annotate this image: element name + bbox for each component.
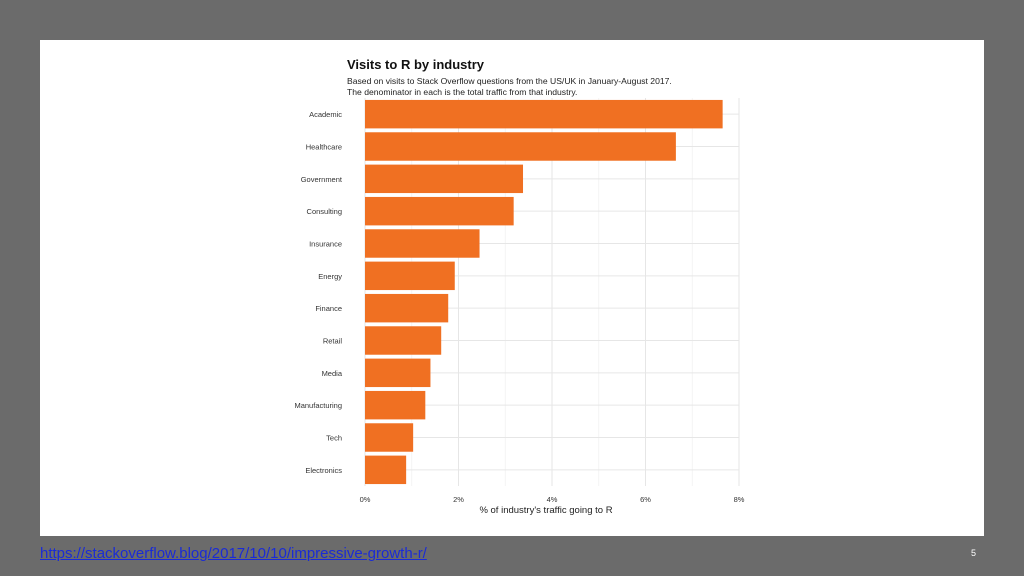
bar-retail <box>365 326 442 355</box>
chart-subtitle: Based on visits to Stack Overflow questi… <box>347 76 747 97</box>
category-label: Healthcare <box>306 143 342 152</box>
category-label: Academic <box>309 110 342 119</box>
category-label: Consulting <box>307 207 342 216</box>
category-label: Retail <box>323 337 343 346</box>
bar-insurance <box>365 229 480 258</box>
bar-finance <box>365 293 449 323</box>
chart-title: Visits to R by industry <box>347 57 485 72</box>
category-label: Tech <box>326 434 342 443</box>
category-label: Electronics <box>305 466 342 475</box>
bar-academic <box>365 99 723 129</box>
x-tick-label: 4% <box>547 495 558 504</box>
category-label: Insurance <box>309 240 342 249</box>
source-link[interactable]: https://stackoverflow.blog/2017/10/10/im… <box>40 545 427 562</box>
category-label: Government <box>301 175 343 184</box>
bar-consulting <box>365 196 514 226</box>
x-tick-label: 0% <box>360 495 371 504</box>
bar-media <box>365 358 431 388</box>
x-tick-label: 8% <box>734 495 745 504</box>
bar-electronics <box>365 455 407 485</box>
category-label: Finance <box>315 304 342 313</box>
x-axis-title: % of industry's traffic going to R <box>479 505 613 516</box>
bar-energy <box>365 261 455 291</box>
subtitle-line-2: The denominator in each is the total tra… <box>347 86 578 97</box>
bar-chart: Academic Healthcare Government Consulting In… <box>294 98 745 504</box>
x-tick-label: 2% <box>453 495 464 504</box>
bar-healthcare <box>365 132 676 161</box>
page-number: 5 <box>970 548 976 558</box>
bar-tech <box>365 423 414 452</box>
x-tick-label: 6% <box>640 495 651 504</box>
bar-government <box>365 164 524 194</box>
category-label: Energy <box>318 272 342 281</box>
category-label: Media <box>322 369 343 378</box>
bar-manufacturing <box>365 390 426 420</box>
slide-panel: Visits to R by industry Based on visits … <box>40 40 984 536</box>
subtitle-line-1: Based on visits to Stack Overflow questi… <box>347 76 672 86</box>
category-label: Manufacturing <box>294 401 342 410</box>
